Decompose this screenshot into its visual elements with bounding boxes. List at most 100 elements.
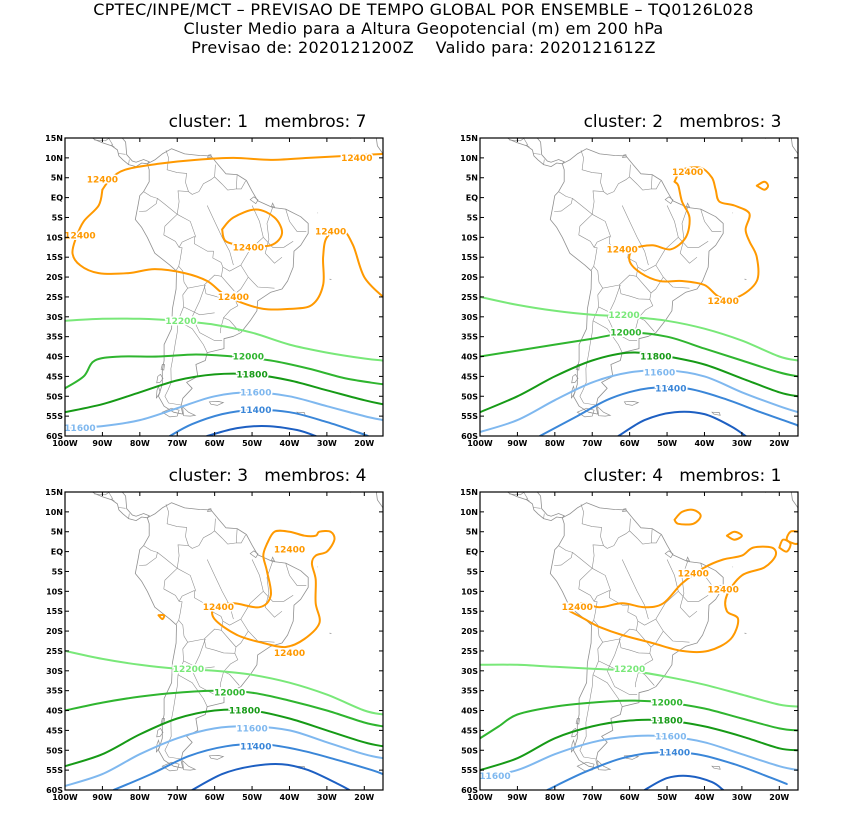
x-tick-label: 50W bbox=[242, 439, 262, 448]
africa-coastline bbox=[791, 486, 847, 534]
x-tick-label: 80W bbox=[545, 439, 565, 448]
y-tick-label: 20S bbox=[461, 627, 478, 636]
y-tick-label: 50S bbox=[46, 392, 63, 401]
y-tick-label: 10N bbox=[460, 154, 478, 163]
y-tick-label: 15S bbox=[461, 253, 478, 262]
x-tick-label: 70W bbox=[582, 439, 602, 448]
y-tick-label: 5N bbox=[466, 174, 478, 183]
contour-label-12000: 12000 bbox=[651, 699, 682, 709]
contour-label-12400: 12400 bbox=[607, 245, 638, 255]
y-tick-label: 45S bbox=[461, 372, 478, 381]
contour-label-11600: 11600 bbox=[240, 388, 271, 398]
y-tick-label: 5N bbox=[51, 174, 63, 183]
africa-coastline bbox=[376, 132, 436, 180]
y-tick-label: 30S bbox=[46, 667, 63, 676]
y-tick-label: 5S bbox=[467, 567, 479, 576]
y-tick-label: 55S bbox=[46, 766, 63, 775]
y-tick-label: 10S bbox=[461, 587, 478, 596]
y-tick-label: 10N bbox=[45, 508, 63, 517]
island-outline bbox=[188, 125, 194, 127]
x-tick-label: 90W bbox=[507, 439, 527, 448]
contour-label-11400: 11400 bbox=[655, 384, 686, 394]
y-tick-label: 25S bbox=[461, 647, 478, 656]
x-tick-label: 60W bbox=[205, 439, 225, 448]
contour-label-11600: 11600 bbox=[644, 368, 675, 378]
x-tick-label: 40W bbox=[279, 793, 299, 802]
y-tick-label: 20S bbox=[461, 273, 478, 282]
y-tick-label: 50S bbox=[461, 746, 478, 755]
map-plot: 1240012400124001220012000118001160011600… bbox=[460, 466, 847, 803]
island-outline bbox=[343, 483, 346, 485]
x-tick-label: 100W bbox=[467, 793, 493, 802]
y-tick-label: EQ bbox=[51, 548, 63, 557]
x-tick-label: 100W bbox=[467, 439, 493, 448]
island-outline bbox=[575, 118, 597, 127]
contour-label-11600: 11600 bbox=[236, 724, 267, 734]
y-tick-label: 5N bbox=[51, 528, 63, 537]
contour-label-12400: 12400 bbox=[203, 603, 234, 613]
contour-label-12400: 12400 bbox=[341, 154, 372, 164]
y-tick-label: 15S bbox=[461, 607, 478, 616]
island-outline bbox=[758, 129, 761, 131]
contour-label-12200: 12200 bbox=[614, 665, 645, 675]
y-tick-label: 40S bbox=[46, 707, 63, 716]
contour-label-12400: 12400 bbox=[562, 603, 593, 613]
contour-label-12000: 12000 bbox=[214, 689, 245, 699]
y-tick-label: 10S bbox=[46, 587, 63, 596]
x-tick-label: 70W bbox=[582, 793, 602, 802]
contour-label-11800: 11800 bbox=[640, 353, 671, 363]
contour-label-11400: 11400 bbox=[240, 742, 271, 752]
y-tick-label: 35S bbox=[461, 687, 478, 696]
contour-label-11600: 11600 bbox=[655, 732, 686, 742]
x-tick-label: 40W bbox=[279, 439, 299, 448]
x-tick-label: 30W bbox=[732, 439, 752, 448]
x-tick-label: 80W bbox=[545, 793, 565, 802]
x-tick-label: 90W bbox=[92, 793, 112, 802]
x-tick-label: 30W bbox=[317, 439, 337, 448]
y-tick-label: 45S bbox=[46, 372, 63, 381]
y-tick-label: 15N bbox=[460, 488, 478, 497]
y-tick-label: 25S bbox=[46, 647, 63, 656]
contour-label-12400: 12400 bbox=[233, 243, 264, 253]
y-tick-label: 5S bbox=[52, 213, 64, 222]
x-tick-label: 100W bbox=[52, 793, 78, 802]
x-tick-label: 70W bbox=[167, 793, 187, 802]
contour-label-11400: 11400 bbox=[240, 406, 271, 416]
y-tick-label: 45S bbox=[46, 726, 63, 735]
y-tick-label: 55S bbox=[461, 766, 478, 775]
contour-label-12400: 12400 bbox=[672, 168, 703, 178]
y-tick-label: 10N bbox=[460, 508, 478, 517]
header-subtitle: Cluster Medio para a Altura Geopotencial… bbox=[0, 19, 847, 38]
island-outline bbox=[343, 129, 346, 131]
map-plot: 1240012400124001240012400124001220012000… bbox=[45, 112, 445, 457]
x-tick-label: 30W bbox=[317, 793, 337, 802]
contour-label-12400: 12400 bbox=[87, 176, 118, 186]
contour-label-12000: 12000 bbox=[610, 329, 641, 339]
y-tick-label: 15S bbox=[46, 607, 63, 616]
x-tick-label: 60W bbox=[620, 439, 640, 448]
y-tick-label: 45S bbox=[461, 726, 478, 735]
y-tick-label: 10S bbox=[46, 233, 63, 242]
contour-label-11600: 11600 bbox=[64, 424, 95, 434]
island-outline bbox=[188, 479, 194, 481]
x-tick-label: 90W bbox=[507, 793, 527, 802]
y-tick-label: 20S bbox=[46, 627, 63, 636]
y-tick-label: 15N bbox=[45, 488, 63, 497]
y-tick-label: 25S bbox=[461, 293, 478, 302]
y-tick-label: 25S bbox=[46, 293, 63, 302]
plot-area bbox=[480, 492, 798, 790]
x-tick-label: 80W bbox=[130, 439, 150, 448]
contour-label-11600: 11600 bbox=[479, 772, 510, 782]
x-tick-label: 50W bbox=[242, 793, 262, 802]
y-tick-label: 5S bbox=[467, 213, 479, 222]
island-outline bbox=[603, 479, 609, 481]
header-dates: Previsao de: 2020121200Z Valido para: 20… bbox=[0, 38, 847, 57]
y-tick-label: EQ bbox=[466, 194, 478, 203]
contour-label-12200: 12200 bbox=[608, 311, 639, 321]
island-outline bbox=[160, 472, 182, 481]
y-tick-label: 55S bbox=[461, 412, 478, 421]
map-plot: 1240012400124001220012000118001160011400… bbox=[45, 466, 445, 803]
